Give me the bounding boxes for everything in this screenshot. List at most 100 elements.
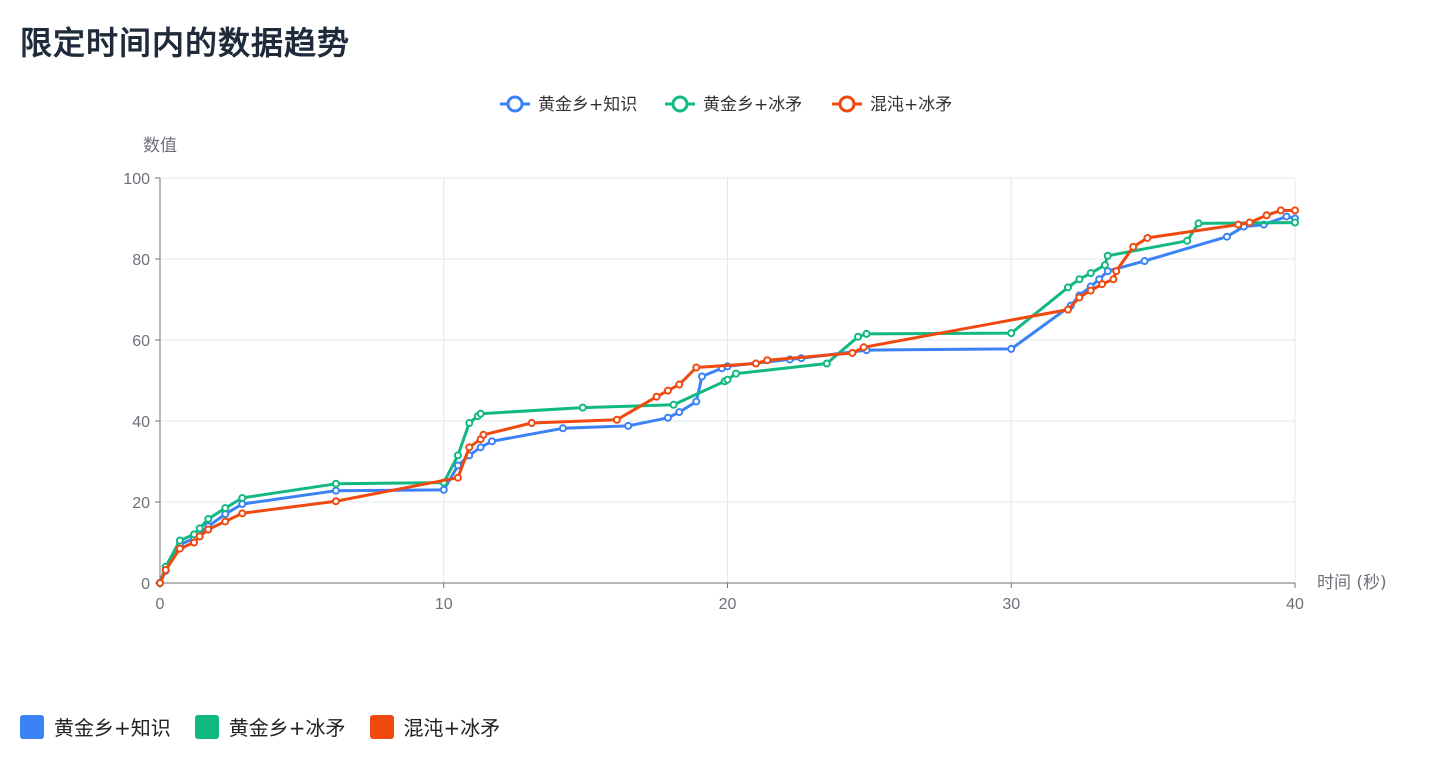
data-point bbox=[612, 415, 621, 424]
data-point bbox=[732, 369, 741, 378]
data-point bbox=[161, 566, 170, 575]
top-legend: 黄金乡+知识 黄金乡+冰矛 混沌+冰矛 bbox=[500, 95, 952, 115]
data-point bbox=[1109, 275, 1118, 284]
legend-label: 混沌+冰矛 bbox=[870, 95, 952, 115]
legend-swatch bbox=[20, 714, 44, 739]
data-point bbox=[1194, 219, 1203, 228]
bottom-legend-item[interactable]: 混沌+冰矛 bbox=[369, 712, 501, 741]
y-axis-label: 数值 bbox=[143, 136, 177, 156]
data-point bbox=[1098, 280, 1107, 289]
data-point bbox=[439, 485, 448, 494]
data-point bbox=[675, 408, 684, 417]
data-point bbox=[1140, 257, 1149, 266]
data-point bbox=[1100, 261, 1109, 270]
data-point bbox=[1222, 232, 1231, 241]
data-point bbox=[862, 329, 871, 338]
data-point bbox=[692, 397, 701, 406]
data-point bbox=[1064, 305, 1072, 314]
data-point bbox=[1262, 211, 1271, 220]
legend-label: 混沌+冰矛 bbox=[403, 716, 501, 740]
data-point bbox=[723, 375, 732, 384]
data-point bbox=[1245, 218, 1254, 227]
legend-label: 黄金乡+冰矛 bbox=[228, 716, 346, 740]
data-point bbox=[652, 392, 661, 401]
data-point bbox=[190, 538, 199, 547]
y-tick-label: 80 bbox=[132, 252, 150, 269]
x-tick-label: 0 bbox=[156, 596, 165, 613]
data-point bbox=[175, 544, 184, 553]
data-point bbox=[476, 443, 485, 452]
data-point bbox=[453, 451, 462, 460]
data-point bbox=[1291, 218, 1299, 227]
data-point bbox=[859, 343, 868, 352]
data-point bbox=[1103, 267, 1112, 276]
y-tick-label: 60 bbox=[132, 333, 150, 350]
data-point bbox=[1075, 293, 1084, 302]
x-tick-label: 10 bbox=[435, 596, 453, 613]
data-point bbox=[465, 419, 474, 428]
data-point bbox=[238, 509, 247, 518]
data-point bbox=[1282, 212, 1291, 221]
legend-swatch bbox=[194, 714, 219, 739]
data-point bbox=[453, 461, 462, 470]
legend-item[interactable]: 黄金乡+冰矛 bbox=[665, 95, 802, 115]
y-tick-label: 40 bbox=[132, 414, 150, 431]
data-point bbox=[1183, 236, 1192, 245]
data-point bbox=[1007, 344, 1016, 353]
data-point bbox=[854, 332, 863, 341]
legend-label: 黄金乡+知识 bbox=[54, 716, 171, 740]
data-point bbox=[479, 430, 488, 439]
data-point bbox=[1086, 286, 1095, 295]
data-point bbox=[453, 473, 462, 482]
data-point bbox=[1291, 206, 1299, 215]
data-point bbox=[675, 380, 684, 389]
data-point bbox=[195, 532, 204, 541]
data-point bbox=[669, 400, 678, 409]
data-point bbox=[331, 486, 340, 495]
data-point bbox=[238, 493, 247, 502]
legend-label: 黄金乡+冰矛 bbox=[703, 95, 802, 115]
data-point bbox=[1086, 269, 1095, 278]
legend-marker bbox=[838, 95, 856, 113]
data-point bbox=[1234, 220, 1243, 229]
data-point bbox=[204, 515, 213, 524]
y-tick-label: 100 bbox=[123, 171, 150, 188]
x-tick-label: 40 bbox=[1286, 596, 1304, 613]
y-tick-label: 20 bbox=[132, 495, 150, 512]
bottom-legend: 黄金乡+知识 黄金乡+冰矛 混沌+冰矛 bbox=[20, 712, 524, 741]
legend-swatch bbox=[369, 714, 394, 739]
series-group bbox=[156, 206, 1299, 587]
data-point bbox=[763, 356, 772, 365]
grid bbox=[159, 177, 1296, 584]
y-tick-label: 0 bbox=[141, 576, 150, 593]
data-point bbox=[751, 359, 760, 368]
data-point bbox=[465, 443, 474, 452]
x-tick-label: 30 bbox=[1002, 596, 1020, 613]
data-point bbox=[558, 424, 567, 433]
data-point bbox=[221, 517, 230, 526]
legend-item[interactable]: 黄金乡+知识 bbox=[500, 95, 637, 115]
bottom-legend-item[interactable]: 黄金乡+知识 bbox=[20, 712, 171, 741]
legend-label: 黄金乡+知识 bbox=[538, 95, 637, 115]
data-point bbox=[527, 419, 536, 428]
data-point bbox=[204, 525, 213, 534]
data-point bbox=[578, 403, 587, 412]
x-tick-label: 20 bbox=[719, 596, 737, 613]
data-point bbox=[1075, 275, 1084, 284]
data-point bbox=[221, 504, 230, 513]
data-point bbox=[331, 479, 340, 488]
data-point bbox=[195, 524, 204, 533]
legend-item[interactable]: 混沌+冰矛 bbox=[832, 95, 952, 115]
data-point bbox=[822, 359, 831, 368]
data-point bbox=[156, 579, 164, 587]
data-point bbox=[487, 437, 496, 446]
legend-marker bbox=[506, 95, 524, 113]
data-point bbox=[1064, 283, 1072, 292]
legend-marker bbox=[671, 95, 689, 113]
data-point bbox=[697, 372, 706, 381]
data-point bbox=[1112, 267, 1121, 276]
data-point bbox=[1103, 251, 1112, 260]
bottom-legend-item[interactable]: 黄金乡+冰矛 bbox=[194, 712, 346, 741]
data-point bbox=[692, 363, 701, 372]
